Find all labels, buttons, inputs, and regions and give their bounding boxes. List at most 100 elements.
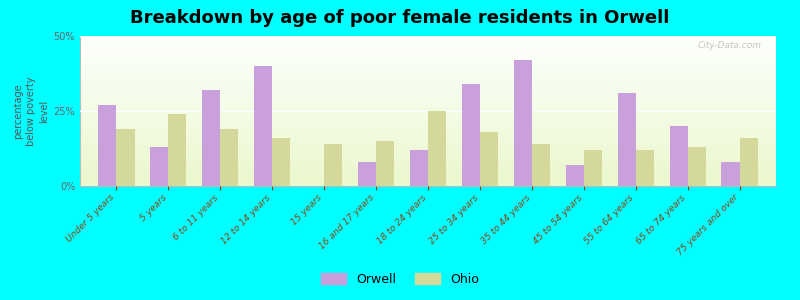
Bar	[80, 155, 776, 156]
Bar	[428, 111, 446, 186]
Bar	[80, 160, 776, 161]
Bar	[80, 122, 776, 123]
Bar	[80, 61, 776, 62]
Bar	[80, 87, 776, 88]
Bar	[80, 47, 776, 48]
Bar	[80, 78, 776, 79]
Bar	[80, 48, 776, 49]
Bar	[80, 98, 776, 99]
Bar	[80, 118, 776, 119]
Bar	[80, 99, 776, 100]
Bar	[80, 105, 776, 106]
Bar	[324, 144, 342, 186]
Bar	[254, 66, 272, 186]
Bar	[80, 143, 776, 144]
Bar	[722, 162, 740, 186]
Bar	[80, 169, 776, 170]
Bar	[480, 132, 498, 186]
Bar	[80, 178, 776, 179]
Bar	[80, 136, 776, 137]
Bar	[80, 111, 776, 112]
Bar	[80, 121, 776, 122]
Bar	[80, 124, 776, 125]
Bar	[80, 156, 776, 157]
Bar	[80, 65, 776, 66]
Bar	[80, 135, 776, 136]
Bar	[168, 114, 186, 186]
Bar	[80, 72, 776, 73]
Bar	[80, 179, 776, 180]
Bar	[202, 90, 220, 186]
Bar	[80, 115, 776, 116]
Bar	[80, 100, 776, 101]
Bar	[670, 126, 688, 186]
Bar	[80, 50, 776, 51]
Bar	[80, 157, 776, 158]
Bar	[80, 49, 776, 50]
Bar	[80, 114, 776, 115]
Bar	[80, 165, 776, 166]
Bar	[80, 69, 776, 70]
Bar	[80, 92, 776, 93]
Bar	[80, 103, 776, 104]
Bar	[80, 128, 776, 129]
Bar	[80, 112, 776, 113]
Bar	[80, 57, 776, 58]
Bar	[566, 165, 584, 186]
Bar	[80, 183, 776, 184]
Bar	[80, 37, 776, 38]
Bar	[80, 130, 776, 131]
Bar	[80, 126, 776, 127]
Bar	[80, 169, 776, 170]
Bar	[80, 119, 776, 120]
Bar	[80, 71, 776, 72]
Bar	[80, 59, 776, 60]
Bar	[80, 82, 776, 83]
Bar	[80, 90, 776, 91]
Bar	[80, 89, 776, 90]
Bar	[80, 129, 776, 130]
Bar	[80, 41, 776, 42]
Bar	[80, 76, 776, 77]
Bar	[80, 160, 776, 161]
Bar	[80, 175, 776, 176]
Bar	[80, 141, 776, 142]
Bar	[80, 39, 776, 40]
Bar	[80, 120, 776, 121]
Bar	[80, 104, 776, 105]
Bar	[80, 54, 776, 55]
Bar	[80, 94, 776, 95]
Bar	[220, 129, 238, 186]
Bar	[80, 109, 776, 110]
Bar	[80, 110, 776, 111]
Bar	[80, 149, 776, 150]
Bar	[80, 42, 776, 43]
Bar	[80, 75, 776, 76]
Bar	[80, 53, 776, 54]
Bar	[80, 102, 776, 103]
Bar	[80, 177, 776, 178]
Bar	[80, 63, 776, 64]
Bar	[80, 62, 776, 63]
Bar	[80, 171, 776, 172]
Bar	[98, 105, 116, 186]
Bar	[80, 52, 776, 53]
Bar	[80, 38, 776, 39]
Bar	[80, 64, 776, 65]
Bar	[462, 84, 480, 186]
Bar	[80, 185, 776, 186]
Bar	[80, 123, 776, 124]
Bar	[80, 154, 776, 155]
Bar	[80, 96, 776, 97]
Bar	[80, 180, 776, 181]
Bar	[80, 56, 776, 57]
Bar	[80, 85, 776, 86]
Bar	[80, 125, 776, 126]
Bar	[80, 152, 776, 153]
Bar	[80, 58, 776, 59]
Bar	[80, 82, 776, 83]
Bar	[80, 148, 776, 149]
Bar	[80, 60, 776, 61]
Bar	[80, 182, 776, 183]
Bar	[80, 97, 776, 98]
